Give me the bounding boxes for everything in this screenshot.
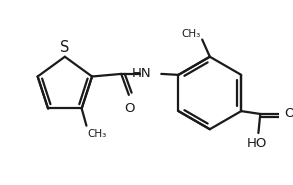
Text: S: S (60, 40, 69, 55)
Text: CH₃: CH₃ (87, 129, 107, 139)
Text: HN: HN (132, 67, 152, 80)
Text: HO: HO (246, 137, 267, 150)
Text: O: O (284, 107, 293, 120)
Text: O: O (125, 102, 135, 115)
Text: CH₃: CH₃ (181, 29, 200, 39)
